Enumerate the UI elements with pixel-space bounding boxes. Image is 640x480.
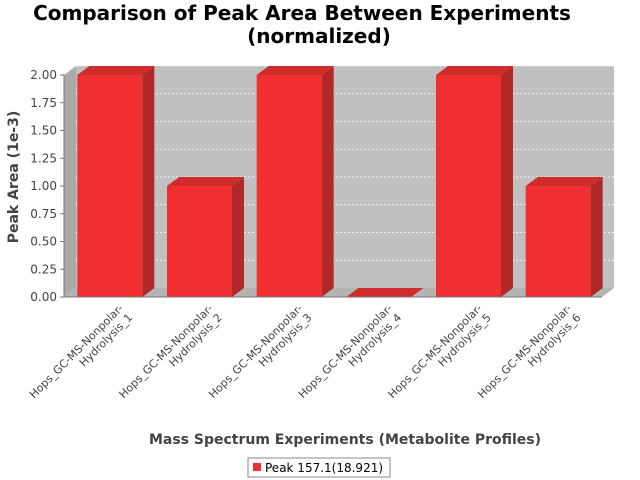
bar	[346, 288, 424, 297]
bar-side	[590, 177, 603, 297]
bar-top	[346, 288, 424, 297]
bar-front	[436, 75, 501, 297]
x-tick-label-line: Hops_GC-MS-Nonpolar-	[27, 302, 126, 401]
y-tick-label: 0.00	[30, 290, 57, 304]
bar-front	[77, 75, 143, 297]
bar-top	[77, 66, 155, 75]
bar-front	[525, 186, 591, 297]
legend-box	[247, 457, 391, 478]
y-tick-label: 2.00	[30, 68, 57, 82]
y-tick-label: 0.75	[30, 207, 57, 221]
y-axis: 0.00 0.25 0.50 0.75 1.00 1.25 1.50 1.75 2.00	[30, 68, 65, 304]
bar-top	[436, 66, 513, 75]
legend-swatch	[253, 463, 261, 471]
bar-top	[525, 177, 603, 186]
y-tick-label: 1.50	[30, 124, 57, 138]
bar	[256, 66, 334, 297]
y-tick-label: 0.25	[30, 262, 57, 276]
x-axis: Hops_GC-MS-Nonpolar-Hydrolysis_1Hops_GC-…	[27, 296, 602, 401]
bars	[77, 66, 603, 297]
bar-front	[256, 75, 322, 297]
legend-label: Peak 157.1(18.921)	[265, 461, 383, 475]
chart-title-line1: Comparison of Peak Area Between Experime…	[33, 1, 571, 25]
x-axis-label: Mass Spectrum Experiments (Metabolite Pr…	[149, 432, 541, 448]
y-tick-label: 1.00	[30, 179, 57, 193]
y-axis-label: Peak Area (1e-3)	[6, 111, 22, 244]
bar-side	[321, 66, 334, 297]
bar	[167, 177, 244, 297]
bar-side	[501, 66, 513, 297]
bar	[77, 66, 155, 297]
legend: Peak 157.1(18.921)	[247, 457, 391, 478]
bar-top	[256, 66, 334, 75]
bar-front	[167, 186, 232, 297]
y-tick-label: 1.25	[30, 151, 57, 165]
chart-title-line2: (normalized)	[247, 24, 391, 48]
bar	[525, 177, 603, 297]
bar-side	[232, 177, 244, 297]
bar-top	[167, 177, 244, 186]
y-tick-label: 0.50	[30, 235, 57, 249]
plot-left-wall	[64, 66, 76, 297]
y-tick-label: 1.75	[30, 96, 57, 110]
bar-side	[142, 66, 155, 297]
bar	[436, 66, 513, 297]
